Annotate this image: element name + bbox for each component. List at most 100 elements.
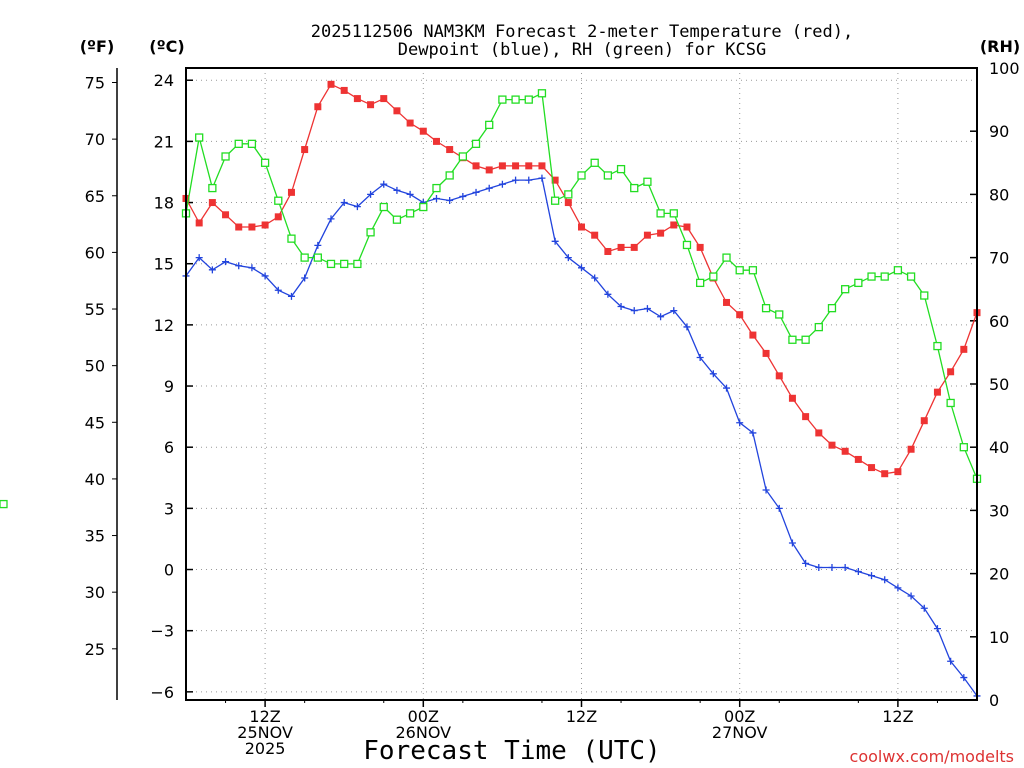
celsius-axis-unit: (ºC) [149, 37, 184, 56]
credit-text: coolwx.com/modelts [850, 747, 1014, 766]
rh-point [669, 209, 678, 218]
fahrenheit-tick-label: 30 [85, 583, 105, 602]
celsius-tick-label: 0 [164, 561, 174, 580]
rh-point [405, 209, 415, 218]
fahrenheit-tick-label: 50 [85, 357, 105, 376]
dewpoint-point [512, 176, 520, 184]
temperature-point [235, 223, 243, 231]
rh-point [827, 304, 837, 313]
dewpoint-point [261, 272, 269, 280]
rh-point [788, 335, 797, 344]
dewpoint-point [287, 292, 295, 300]
celsius-tick-label: 24 [154, 71, 174, 90]
temperature-point [446, 146, 454, 154]
temperature-point [591, 231, 599, 239]
rh-point [340, 259, 349, 269]
dewpoint-point [881, 576, 889, 584]
rh-tick-label: 80 [989, 185, 1009, 204]
dewpoint-point [854, 568, 862, 576]
temperature-point [274, 213, 282, 221]
temperature-point [472, 162, 480, 170]
temperature-point [854, 455, 862, 463]
dewpoint-point [301, 274, 309, 282]
rh-point [247, 139, 257, 148]
rh-point [432, 183, 441, 193]
x-tick-label: 2025 [245, 739, 286, 758]
temperature-point [762, 349, 770, 357]
temperature-point [367, 101, 375, 109]
rh-point [392, 215, 402, 224]
rh-point [933, 341, 942, 351]
rh-point [313, 253, 322, 262]
temperature-point [314, 103, 322, 111]
celsius-tick-label: −6 [150, 683, 174, 702]
rh-tick-label: 60 [989, 312, 1009, 331]
temperature-point [788, 394, 796, 402]
temperature-point [775, 372, 783, 380]
dewpoint-point [485, 184, 493, 192]
celsius-tick-label: −3 [150, 622, 174, 641]
dewpoint-point [591, 274, 599, 282]
dewpoint-point [538, 174, 546, 182]
temperature-point [578, 223, 585, 231]
temperature-point [512, 162, 520, 170]
dewpoint-point [353, 203, 361, 211]
dewpoint-point [393, 186, 401, 194]
dewpoint-point [380, 180, 388, 188]
temperature-point [736, 311, 744, 319]
x-tick-label: 26NOV [396, 723, 452, 742]
dewpoint-point [920, 604, 928, 612]
temperature-point [301, 146, 309, 154]
rh-point [682, 240, 692, 250]
temperature-point [261, 221, 269, 229]
dewpoint-point [657, 313, 665, 321]
dewpoint-point [960, 674, 968, 682]
fahrenheit-tick-label: 55 [85, 300, 105, 319]
rh-point [195, 133, 204, 142]
rh-point [603, 171, 613, 180]
fahrenheit-tick-label: 45 [85, 413, 105, 432]
dewpoint-point [446, 197, 454, 205]
rh-point [471, 139, 481, 148]
dewpoint-point [459, 192, 467, 200]
dewpoint-point [696, 353, 704, 361]
dewpoint-point [788, 539, 796, 547]
rh-point [260, 158, 270, 167]
temperature-point [498, 162, 506, 170]
x-tick-label: 00Z [724, 707, 755, 726]
celsius-tick-label: 3 [164, 499, 174, 518]
temperature-point [643, 231, 651, 239]
x-tick-label: 00Z [408, 707, 439, 726]
temperature-point [894, 468, 902, 476]
dewpoint-point [617, 303, 625, 311]
rh-point [577, 171, 586, 180]
temperature-point [195, 219, 203, 227]
rh-point [485, 120, 494, 130]
data-series [0, 80, 982, 700]
rh-point [590, 158, 599, 167]
fahrenheit-tick-label: 40 [85, 470, 105, 489]
dewpoint-point [749, 429, 757, 437]
rh-point [841, 285, 850, 294]
temperature-point [630, 243, 638, 251]
temperature-point [828, 441, 836, 449]
rh-point [893, 266, 903, 275]
temperature-point [683, 223, 691, 231]
dewpoint-point [274, 286, 282, 294]
dewpoint-point [643, 305, 651, 313]
dewpoint-point [564, 254, 572, 262]
rh-point [234, 139, 243, 148]
rh-tick-label: 50 [989, 375, 1009, 394]
rh-point [814, 322, 823, 332]
temperature-point [815, 429, 823, 437]
rh-tick-label: 90 [989, 122, 1009, 141]
rh-point [735, 266, 744, 275]
rh-point [353, 259, 362, 269]
temperature-point [222, 211, 230, 219]
x-tick-label: 12Z [249, 707, 280, 726]
chart-title-line-2: Dewpoint (blue), RH (green) for KCSG [398, 40, 766, 60]
temperature-point [802, 413, 810, 421]
dewpoint-point [828, 563, 836, 571]
celsius-tick-label: 12 [154, 316, 174, 335]
